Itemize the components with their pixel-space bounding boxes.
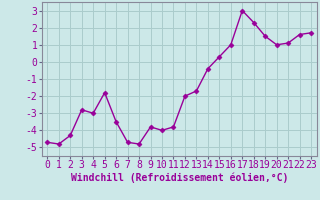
X-axis label: Windchill (Refroidissement éolien,°C): Windchill (Refroidissement éolien,°C) (70, 173, 288, 183)
